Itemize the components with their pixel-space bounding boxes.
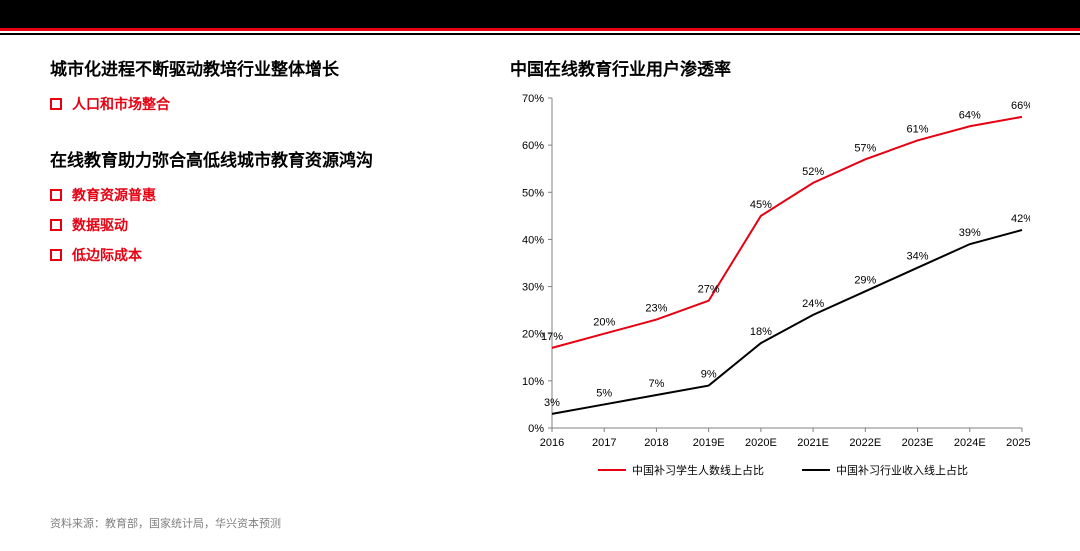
svg-text:61%: 61% [907,123,929,135]
bullet-item: 教育资源普惠 [50,185,490,205]
header-bars [0,0,1080,35]
svg-text:中国补习行业收入线上占比: 中国补习行业收入线上占比 [836,463,968,477]
svg-text:39%: 39% [959,227,981,239]
svg-text:29%: 29% [854,274,876,286]
svg-text:18%: 18% [750,326,772,338]
svg-text:64%: 64% [959,109,981,121]
svg-text:30%: 30% [522,282,544,294]
svg-text:66%: 66% [1011,100,1030,112]
bullet-list-2: 教育资源普惠数据驱动低边际成本 [50,185,490,265]
svg-text:34%: 34% [907,251,929,263]
svg-text:45%: 45% [750,199,772,211]
bullet-item: 人口和市场整合 [50,94,490,114]
svg-text:2022E: 2022E [849,437,881,449]
left-column: 城市化进程不断驱动教培行业整体增长 人口和市场整合 在线教育助力弥合高低线城市教… [50,55,490,488]
header-bar-red [0,28,1080,31]
svg-text:2018: 2018 [644,437,668,449]
svg-text:50%: 50% [522,187,544,199]
section-heading-1: 城市化进程不断驱动教培行业整体增长 [50,55,490,80]
svg-text:2025E: 2025E [1006,437,1030,449]
svg-text:2023E: 2023E [902,437,934,449]
svg-text:2024E: 2024E [954,437,986,449]
bullet-item: 数据驱动 [50,215,490,235]
svg-text:17%: 17% [541,331,563,343]
svg-text:40%: 40% [522,234,544,246]
footnote-source: 资料来源：教育部，国家统计局，华兴资本预测 [50,515,281,531]
svg-text:10%: 10% [522,376,544,388]
svg-text:9%: 9% [701,369,717,381]
svg-text:20%: 20% [593,317,615,329]
section-heading-2: 在线教育助力弥合高低线城市教育资源鸿沟 [50,146,490,171]
svg-text:24%: 24% [802,298,824,310]
svg-text:中国补习学生人数线上占比: 中国补习学生人数线上占比 [632,463,764,477]
svg-text:2021E: 2021E [797,437,829,449]
svg-text:57%: 57% [854,142,876,154]
svg-text:52%: 52% [802,166,824,178]
svg-text:23%: 23% [645,303,667,315]
svg-text:5%: 5% [596,387,612,399]
svg-text:7%: 7% [648,378,664,390]
chart-container: 0% 10% 20% 30% 40% 50% 60% 70% 2016 2017 2018 2019E… [510,88,1030,488]
right-column: 中国在线教育行业用户渗透率 0% 10% 20% 30% 40% 50% 60% 70% 201… [510,55,1040,488]
svg-text:3%: 3% [544,397,560,409]
chart-title: 中国在线教育行业用户渗透率 [510,55,1040,80]
svg-text:70%: 70% [522,93,544,105]
svg-text:2017: 2017 [592,437,616,449]
svg-text:27%: 27% [698,284,720,296]
bullet-list-1: 人口和市场整合 [50,94,490,114]
svg-text:0%: 0% [528,423,544,435]
svg-text:2019E: 2019E [693,437,725,449]
svg-text:60%: 60% [522,140,544,152]
bullet-item: 低边际成本 [50,245,490,265]
chart-svg: 0% 10% 20% 30% 40% 50% 60% 70% 2016 2017 2018 2019E… [510,88,1030,488]
svg-text:2020E: 2020E [745,437,777,449]
svg-text:42%: 42% [1011,213,1030,225]
svg-text:2016: 2016 [540,437,564,449]
header-bar-black-top [0,0,1080,28]
